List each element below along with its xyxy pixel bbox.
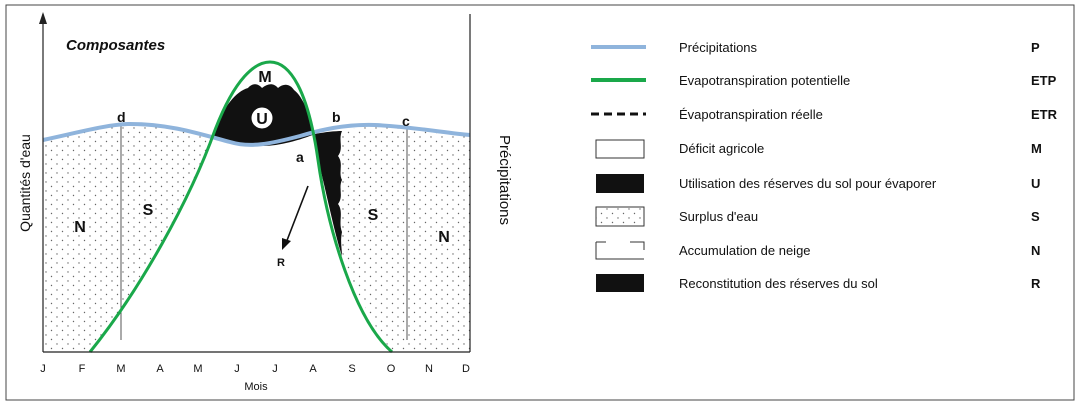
area-right-surplus-snow — [342, 125, 470, 352]
zone-s-right: S — [368, 207, 379, 224]
point-a: a — [296, 149, 304, 165]
legend-swatch-reconstitution — [596, 274, 644, 292]
month-tick: D — [462, 363, 470, 375]
right-axis-label: Précipitations — [496, 135, 513, 225]
area-reconstitution — [315, 131, 342, 256]
zone-m: M — [258, 69, 271, 86]
month-tick: S — [348, 363, 355, 375]
legend-label-etp: Evapotranspiration potentielle — [679, 73, 850, 88]
zone-r: R — [277, 257, 285, 269]
legend-label-etr: Évapotranspiration réelle — [679, 107, 823, 122]
legend-swatch-deficit — [595, 139, 645, 159]
x-axis-label: Mois — [244, 381, 268, 393]
legend-label-deficit: Déficit agricole — [679, 141, 764, 156]
legend-swatch-surplus — [595, 206, 645, 227]
month-tick: F — [79, 363, 86, 375]
legend-swatch-utilisation — [596, 174, 644, 193]
y-axis-arrow — [39, 12, 47, 24]
legend-code-neige: N — [1031, 243, 1040, 258]
precipitation-curve — [42, 121, 471, 147]
y-axis-label: Quantités d'eau — [17, 134, 33, 232]
legend-label-utilisation: Utilisation des réserves du sol pour éva… — [679, 176, 937, 191]
zone-u-marker — [250, 106, 274, 130]
point-c: c — [402, 113, 410, 129]
legend-label-reconstitution: Reconstitution des réserves du sol — [679, 276, 878, 291]
legend-code-deficit: M — [1031, 141, 1042, 156]
month-tick: M — [116, 363, 125, 375]
month-tick: A — [309, 363, 317, 375]
area-left-surplus-snow — [43, 124, 212, 352]
legend-label-surplus: Surplus d'eau — [679, 209, 758, 224]
zone-n-left: N — [74, 219, 86, 236]
legend-code-utilisation: U — [1031, 176, 1040, 191]
legend: Précipitations P Evapotranspiration pote… — [591, 40, 1058, 292]
zone-s-left: S — [143, 202, 154, 219]
arrow-r-head — [282, 238, 291, 250]
legend-code-precip: P — [1031, 40, 1040, 55]
point-b: b — [332, 109, 341, 125]
month-tick: N — [425, 363, 433, 375]
point-d: d — [117, 109, 126, 125]
legend-label-precip: Précipitations — [679, 40, 758, 55]
zone-n-right: N — [438, 229, 450, 246]
zone-u: U — [256, 111, 268, 128]
month-tick: J — [272, 363, 278, 375]
legend-code-reconstitution: R — [1031, 276, 1041, 291]
etp-curve — [88, 60, 393, 354]
legend-swatch-neige — [595, 241, 645, 260]
month-tick: J — [40, 363, 46, 375]
month-ticks: J F M A M J J A S O N D — [40, 363, 470, 375]
month-tick: M — [193, 363, 202, 375]
month-tick: A — [156, 363, 164, 375]
arrow-r-line — [285, 185, 309, 244]
month-tick: O — [387, 363, 396, 375]
legend-code-surplus: S — [1031, 209, 1040, 224]
legend-label-neige: Accumulation de neige — [679, 243, 811, 258]
legend-code-etr: ETR — [1031, 107, 1058, 122]
month-tick: J — [234, 363, 240, 375]
legend-code-etp: ETP — [1031, 73, 1057, 88]
diagram-title: Composantes — [66, 37, 165, 54]
